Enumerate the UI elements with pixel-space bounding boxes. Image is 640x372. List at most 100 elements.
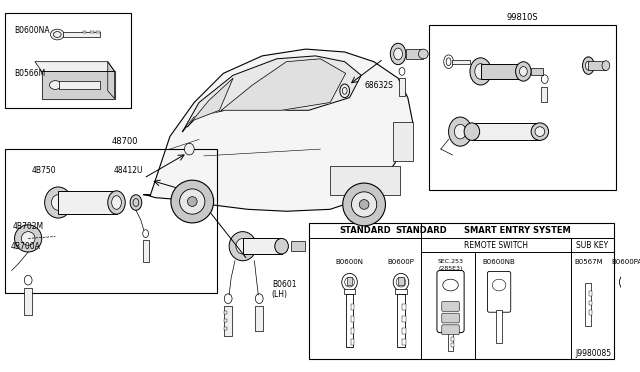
Ellipse shape <box>51 29 64 40</box>
Bar <box>224 327 227 330</box>
Text: J9980085: J9980085 <box>575 349 612 359</box>
Bar <box>452 60 470 64</box>
FancyBboxPatch shape <box>442 325 460 334</box>
Polygon shape <box>188 78 233 127</box>
Bar <box>344 289 355 294</box>
Ellipse shape <box>620 273 635 291</box>
Ellipse shape <box>531 123 548 140</box>
Bar <box>83 31 86 33</box>
Text: B0600NB: B0600NB <box>483 259 515 265</box>
Bar <box>623 294 631 347</box>
Ellipse shape <box>229 232 257 261</box>
Bar <box>60 81 100 89</box>
Ellipse shape <box>470 58 492 85</box>
Text: B0600N: B0600N <box>335 259 364 265</box>
Ellipse shape <box>51 195 65 210</box>
Bar <box>451 343 454 347</box>
Bar <box>621 289 633 294</box>
Text: 4B700A: 4B700A <box>11 242 40 251</box>
Ellipse shape <box>602 61 610 70</box>
Circle shape <box>188 197 197 206</box>
Bar <box>402 328 406 334</box>
Text: B0600P: B0600P <box>388 259 415 265</box>
Bar <box>429 25 616 190</box>
Bar <box>224 307 232 336</box>
Ellipse shape <box>464 123 479 140</box>
Text: B0600NA: B0600NA <box>15 26 50 35</box>
Ellipse shape <box>340 84 349 97</box>
Ellipse shape <box>475 64 486 79</box>
Ellipse shape <box>49 81 61 89</box>
Circle shape <box>359 200 369 209</box>
Text: REMOTE SWITCH: REMOTE SWITCH <box>464 241 528 250</box>
Ellipse shape <box>586 61 591 70</box>
Text: SUB KEY: SUB KEY <box>576 241 609 250</box>
Ellipse shape <box>15 225 42 252</box>
Text: STANDARD: STANDARD <box>339 226 391 235</box>
Bar <box>58 191 116 214</box>
Bar <box>496 310 502 343</box>
Bar <box>447 330 454 351</box>
Ellipse shape <box>111 196 122 209</box>
FancyBboxPatch shape <box>437 270 464 333</box>
Bar <box>628 304 632 310</box>
Ellipse shape <box>582 57 594 74</box>
Polygon shape <box>182 56 361 132</box>
Bar <box>351 328 355 334</box>
Ellipse shape <box>236 238 250 254</box>
Bar <box>395 289 407 294</box>
FancyBboxPatch shape <box>488 272 511 312</box>
Bar <box>330 166 400 195</box>
Bar <box>472 123 540 140</box>
Bar <box>588 61 606 70</box>
FancyBboxPatch shape <box>442 302 460 311</box>
Text: (LH): (LH) <box>272 290 288 299</box>
Bar <box>5 149 216 293</box>
Ellipse shape <box>342 273 357 291</box>
Ellipse shape <box>184 143 194 155</box>
Circle shape <box>343 183 385 226</box>
Bar <box>586 283 591 326</box>
Text: B0567M: B0567M <box>574 259 603 265</box>
Bar <box>63 32 100 37</box>
Bar <box>589 301 592 305</box>
Bar <box>308 223 614 359</box>
Bar <box>24 288 32 315</box>
Ellipse shape <box>275 238 289 254</box>
Bar <box>224 319 227 322</box>
Bar <box>541 87 547 103</box>
Text: SMART ENTRY SYSTEM: SMART ENTRY SYSTEM <box>464 226 571 235</box>
Ellipse shape <box>454 124 466 139</box>
Bar <box>347 277 353 285</box>
Bar <box>402 304 406 310</box>
Bar <box>451 337 454 341</box>
Ellipse shape <box>419 49 428 59</box>
Bar <box>531 68 543 75</box>
Bar <box>397 294 405 347</box>
Ellipse shape <box>535 127 545 137</box>
Bar <box>399 78 405 96</box>
Ellipse shape <box>45 187 72 218</box>
Circle shape <box>171 180 214 223</box>
Bar <box>351 304 355 310</box>
Ellipse shape <box>449 117 472 146</box>
Ellipse shape <box>108 191 125 214</box>
Polygon shape <box>144 49 413 211</box>
Ellipse shape <box>394 48 403 60</box>
Text: (285E3): (285E3) <box>438 266 463 271</box>
Bar <box>291 241 305 251</box>
Text: 48412U: 48412U <box>114 166 143 175</box>
Bar <box>393 122 413 161</box>
Bar <box>589 291 592 296</box>
Ellipse shape <box>21 232 35 245</box>
Bar <box>406 49 423 59</box>
Bar <box>481 64 524 79</box>
Circle shape <box>180 189 205 214</box>
Bar <box>143 240 148 262</box>
Text: 68632S: 68632S <box>364 80 393 90</box>
Bar <box>243 238 282 254</box>
Ellipse shape <box>390 43 406 65</box>
Bar <box>628 339 632 345</box>
Text: 4B750: 4B750 <box>32 166 57 175</box>
Text: 99810S: 99810S <box>507 13 538 22</box>
